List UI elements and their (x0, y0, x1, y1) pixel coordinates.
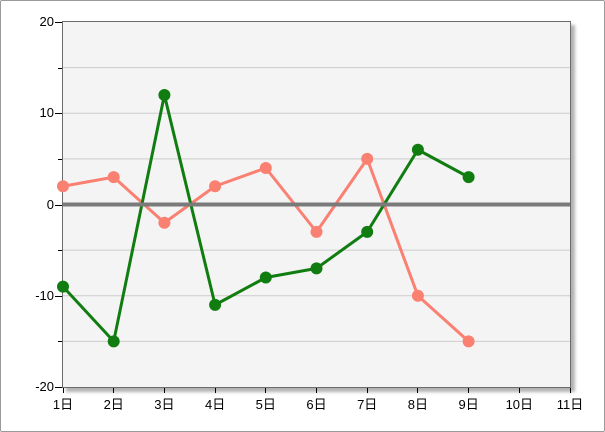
x-axis-label: 3日 (154, 397, 175, 412)
y-axis-label: -10 (35, 287, 54, 303)
series-salmon-marker (411, 289, 424, 302)
plot-area (57, 21, 571, 388)
x-axis-tick (265, 388, 267, 393)
series-green-marker (310, 262, 323, 275)
y-axis-label: 20 (39, 14, 54, 29)
x-axis-tick (214, 388, 216, 393)
series-green-marker (209, 298, 222, 311)
y-axis-minor-tick (58, 67, 62, 69)
x-axis-label: 8日 (407, 397, 428, 412)
series-salmon-marker (107, 171, 120, 184)
x-axis-tick (62, 388, 64, 393)
series-green-marker (107, 335, 120, 348)
x-axis-tick (366, 388, 368, 393)
y-axis-tick (55, 204, 62, 206)
x-axis-label: 9日 (458, 397, 479, 412)
series-salmon-marker (361, 152, 374, 165)
x-axis-label: 5日 (255, 397, 276, 412)
y-axis-label: -20 (35, 379, 54, 394)
series-salmon-marker (462, 335, 475, 348)
y-axis-tick (55, 387, 62, 388)
y-axis-label: 10 (39, 105, 54, 121)
x-axis-tick (468, 388, 470, 393)
series-green-marker (57, 280, 69, 293)
series-salmon-marker (259, 162, 272, 174)
x-axis-tick (417, 388, 419, 393)
series-green-marker (259, 271, 272, 284)
y-axis-minor-tick (58, 341, 62, 343)
x-axis-label: 7日 (357, 397, 378, 412)
series-green-line (61, 93, 470, 343)
x-axis-label: 11日 (556, 397, 584, 412)
series-salmon-marker (209, 180, 222, 193)
x-axis-label: 10日 (505, 397, 534, 412)
plot-canvas (57, 67, 570, 348)
series-green-marker (411, 143, 424, 156)
series-salmon-marker (158, 216, 171, 229)
y-axis-minor-tick (58, 250, 62, 252)
x-axis-tick (518, 388, 520, 393)
y-axis-minor-tick (58, 158, 62, 160)
y-axis-tick (55, 22, 62, 23)
x-axis-tick (316, 388, 317, 393)
y-axis-tick (55, 113, 62, 115)
series-salmon-marker (310, 225, 323, 238)
y-axis-label: 0 (46, 196, 54, 212)
series-green-marker (158, 89, 171, 101)
x-axis-label: 6日 (306, 397, 327, 412)
series-green-marker (462, 171, 475, 184)
series-salmon-marker (57, 180, 69, 193)
x-axis-tick (569, 388, 571, 393)
x-axis-label: 2日 (103, 397, 124, 412)
y-axis-tick (55, 295, 62, 297)
x-axis-tick (163, 388, 165, 393)
x-axis-label: 4日 (204, 397, 226, 412)
x-axis-tick (113, 388, 115, 393)
x-axis-label: 1日 (52, 397, 74, 412)
series-green-marker (361, 225, 374, 238)
